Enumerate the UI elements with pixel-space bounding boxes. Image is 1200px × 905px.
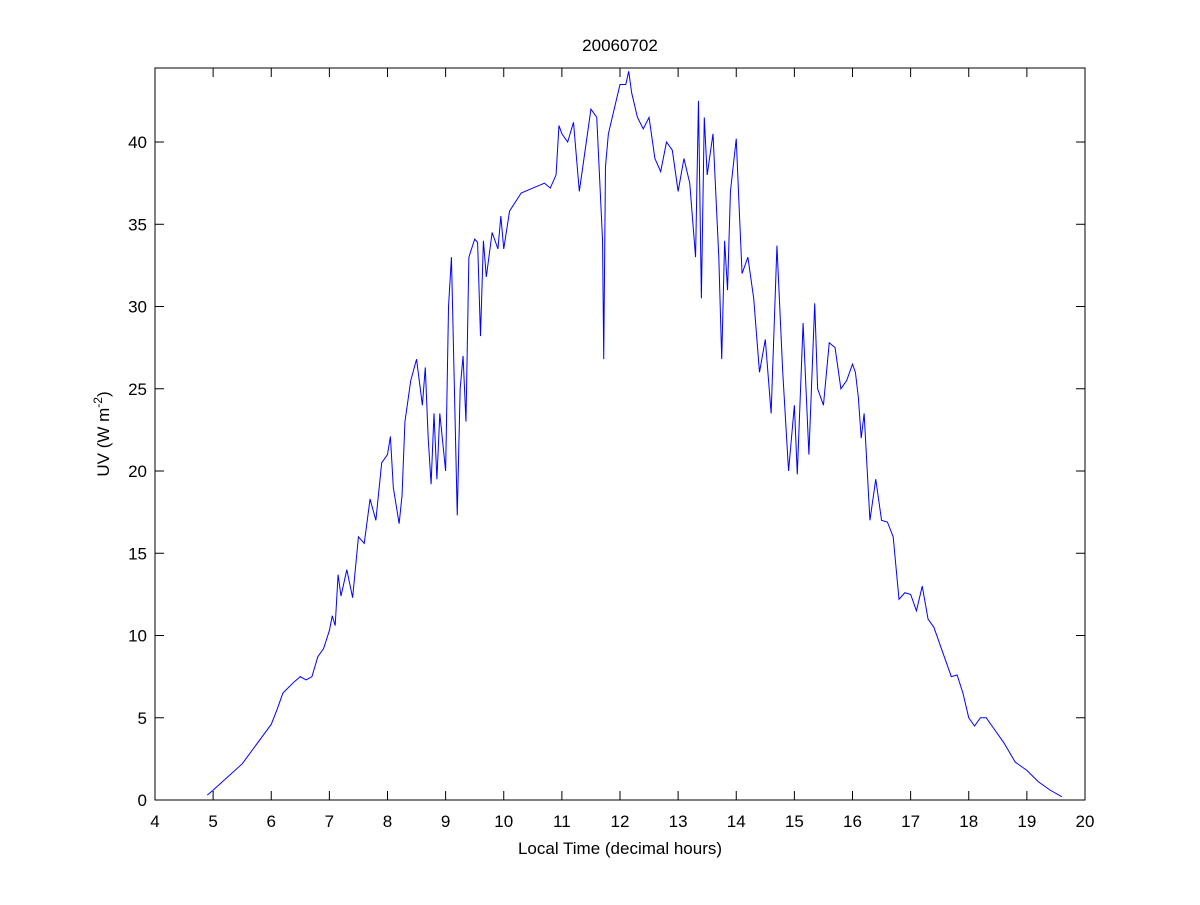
y-tick-label: 40 — [128, 133, 147, 152]
x-tick-label: 20 — [1076, 812, 1095, 831]
x-tick-label: 4 — [150, 812, 159, 831]
y-tick-label: 35 — [128, 215, 147, 234]
y-label-suffix: ) — [94, 391, 113, 397]
y-tick-label: 10 — [128, 627, 147, 646]
y-tick-label: 0 — [138, 791, 147, 810]
x-tick-label: 13 — [669, 812, 688, 831]
x-tick-label: 8 — [383, 812, 392, 831]
x-tick-label: 10 — [494, 812, 513, 831]
plot-frame — [154, 67, 1086, 801]
y-label-superscript: -2 — [91, 397, 105, 408]
y-tick-label: 5 — [138, 709, 147, 728]
x-tick-label: 19 — [1017, 812, 1036, 831]
x-tick-label: 12 — [611, 812, 630, 831]
x-tick-label: 18 — [959, 812, 978, 831]
x-tick-label: 17 — [901, 812, 920, 831]
y-tick-label: 15 — [128, 544, 147, 563]
x-tick-label: 9 — [441, 812, 450, 831]
x-tick-label: 16 — [843, 812, 862, 831]
x-tick-label: 14 — [727, 812, 746, 831]
x-tick-label: 11 — [553, 812, 571, 831]
chart-title: 20060702 — [582, 36, 658, 55]
y-axis-label: UV (W m-2) — [91, 391, 113, 476]
y-tick-label: 25 — [128, 380, 147, 399]
x-tick-label: 15 — [785, 812, 804, 831]
x-tick-label: 7 — [325, 812, 334, 831]
data-line — [206, 71, 1062, 798]
y-tick-label: 30 — [128, 298, 147, 317]
y-tick-label: 20 — [128, 462, 147, 481]
x-axis-label: Local Time (decimal hours) — [518, 839, 722, 858]
x-tick-label: 6 — [267, 812, 276, 831]
y-label-text: UV (W m — [94, 408, 113, 477]
x-tick-label: 5 — [208, 812, 217, 831]
